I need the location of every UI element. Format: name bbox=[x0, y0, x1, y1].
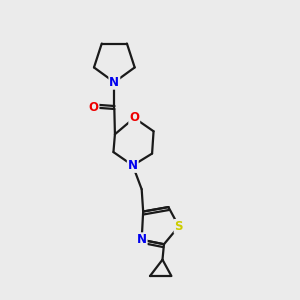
Text: O: O bbox=[129, 111, 139, 124]
Text: N: N bbox=[128, 159, 138, 172]
Text: O: O bbox=[88, 101, 98, 114]
Text: N: N bbox=[109, 76, 119, 89]
Text: N: N bbox=[137, 233, 147, 246]
Text: S: S bbox=[175, 220, 183, 233]
